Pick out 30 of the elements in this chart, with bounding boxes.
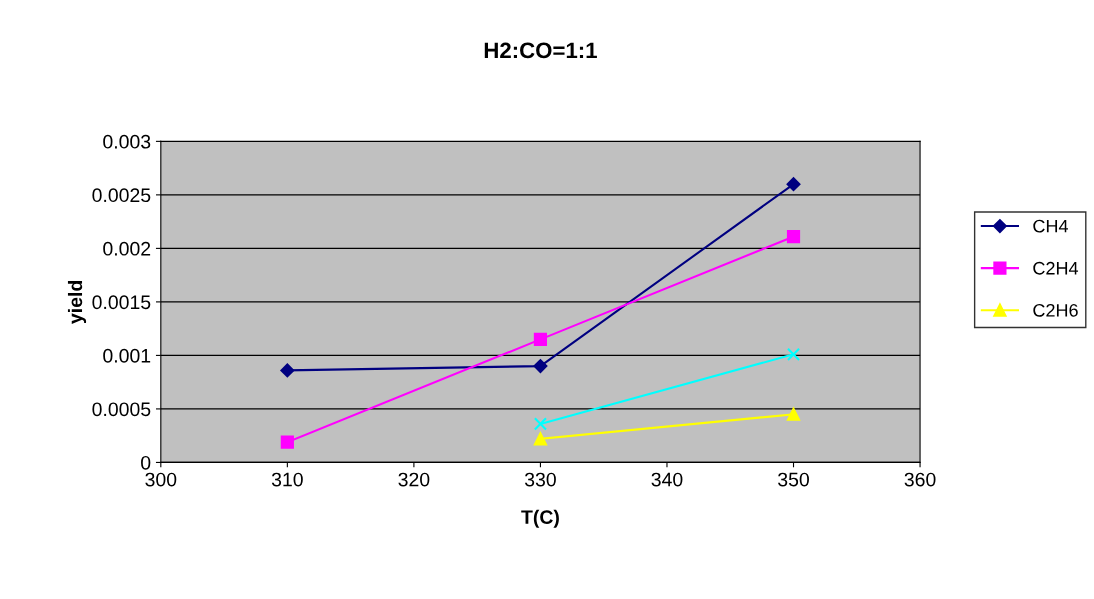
point bbox=[533, 432, 548, 446]
y-tick-label: 0.0025 bbox=[92, 188, 151, 203]
x-tick-label: 310 bbox=[271, 472, 303, 487]
point bbox=[533, 332, 548, 346]
x-axis-title: T(C) bbox=[521, 509, 559, 528]
x-tick-label: 340 bbox=[651, 472, 683, 487]
point bbox=[786, 177, 801, 192]
y-tick-label: 0.002 bbox=[103, 241, 151, 256]
y-axis-title: yield bbox=[67, 281, 87, 324]
chart-title: H2:CO=1:1 bbox=[484, 42, 597, 59]
point bbox=[786, 347, 801, 361]
y-tick-label: 0.001 bbox=[103, 348, 151, 363]
x-tick-label: 320 bbox=[398, 472, 430, 487]
point bbox=[786, 230, 801, 244]
point bbox=[533, 417, 548, 431]
x-tick-label: 360 bbox=[904, 472, 936, 487]
y-tick-label: 0.0015 bbox=[92, 295, 151, 310]
point bbox=[280, 435, 294, 449]
y-tick-label: 0 bbox=[141, 455, 151, 470]
legend-label: C2H4 bbox=[1033, 261, 1079, 275]
point bbox=[533, 359, 548, 374]
y-tick-label: 0.0005 bbox=[92, 402, 151, 417]
x-tick-label: 300 bbox=[145, 472, 177, 487]
y-tick-label: 0.003 bbox=[103, 134, 151, 149]
point bbox=[786, 407, 801, 421]
legend-label: CH4 bbox=[1033, 219, 1069, 233]
point bbox=[280, 363, 295, 378]
legend-label: C2H6 bbox=[1033, 303, 1078, 317]
x-tick-label: 330 bbox=[524, 472, 556, 487]
x-tick-label: 350 bbox=[778, 472, 809, 487]
